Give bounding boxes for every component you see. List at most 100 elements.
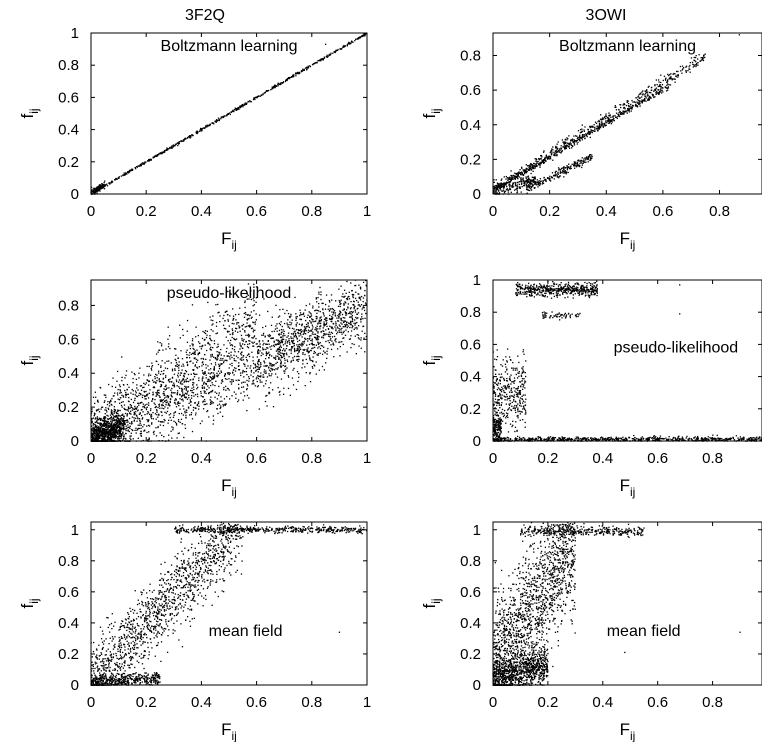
data-point — [276, 330, 278, 332]
data-point — [158, 413, 160, 416]
data-point — [605, 121, 607, 123]
data-point — [235, 360, 237, 362]
data-point — [149, 374, 152, 376]
data-point — [130, 413, 132, 415]
data-point — [176, 403, 179, 405]
data-point — [94, 193, 96, 195]
data-point — [244, 343, 246, 346]
data-point — [652, 95, 654, 97]
data-point — [215, 304, 217, 306]
data-point — [597, 127, 600, 129]
data-point — [223, 115, 225, 117]
data-point — [623, 110, 625, 112]
data-point — [650, 97, 652, 99]
data-point — [120, 428, 123, 430]
data-point — [198, 352, 200, 355]
data-point — [225, 359, 228, 362]
data-point — [106, 403, 109, 406]
data-point — [95, 435, 98, 438]
data-point — [140, 385, 143, 387]
data-point — [189, 347, 192, 350]
data-point — [349, 42, 352, 45]
data-point — [255, 297, 258, 299]
data-point — [228, 325, 230, 327]
data-point — [101, 430, 103, 432]
data-point — [659, 85, 661, 87]
data-point — [97, 427, 99, 430]
data-point — [508, 176, 511, 178]
data-point — [212, 423, 214, 425]
data-point — [655, 87, 658, 89]
data-point — [220, 382, 223, 384]
data-point — [112, 377, 114, 379]
data-point — [301, 345, 303, 347]
data-point — [559, 149, 561, 151]
data-point — [531, 185, 533, 187]
data-point — [528, 181, 530, 183]
data-point — [96, 409, 98, 411]
data-point — [342, 325, 344, 328]
data-point — [107, 428, 109, 430]
data-point — [535, 158, 538, 161]
data-point — [664, 78, 667, 80]
data-point — [220, 363, 222, 365]
data-point — [138, 404, 140, 406]
data-point — [136, 406, 139, 408]
data-point — [185, 396, 188, 398]
data-point — [106, 428, 109, 430]
data-point — [211, 401, 213, 403]
data-point — [527, 184, 530, 186]
data-point — [157, 154, 159, 156]
data-point — [610, 120, 612, 122]
data-point — [641, 99, 643, 101]
data-point — [322, 330, 324, 332]
data-point — [121, 434, 123, 436]
data-point — [186, 341, 189, 344]
data-point — [175, 423, 178, 425]
data-point — [347, 307, 349, 309]
data-point — [695, 54, 697, 57]
data-point — [117, 412, 119, 415]
data-point — [216, 346, 218, 349]
data-point — [577, 159, 579, 162]
data-point — [682, 67, 685, 69]
data-point — [669, 77, 671, 79]
data-point — [247, 325, 249, 327]
data-point — [674, 81, 676, 83]
data-point — [108, 402, 111, 404]
data-point — [148, 158, 150, 161]
data-point — [542, 180, 544, 183]
data-point — [97, 409, 99, 411]
data-point — [203, 339, 205, 341]
data-point — [533, 176, 535, 179]
data-point — [606, 120, 609, 122]
data-point — [552, 159, 554, 161]
data-point — [506, 185, 508, 188]
data-point — [317, 338, 320, 340]
data-point — [111, 436, 113, 438]
data-point — [268, 375, 271, 377]
data-point — [246, 102, 248, 104]
data-point — [165, 401, 167, 403]
data-point — [248, 353, 250, 355]
data-point — [186, 319, 189, 322]
data-point — [621, 113, 623, 115]
data-point — [156, 411, 158, 413]
data-point — [209, 348, 211, 350]
data-point — [99, 387, 102, 389]
data-point — [177, 143, 180, 145]
data-point — [667, 74, 670, 77]
data-point — [206, 388, 208, 391]
data-point — [252, 337, 254, 339]
data-point — [542, 181, 544, 184]
data-point — [296, 315, 298, 318]
data-point — [602, 125, 605, 127]
data-point — [583, 129, 585, 131]
data-point — [623, 103, 625, 105]
data-point — [108, 426, 110, 429]
data-point — [328, 53, 330, 56]
data-point — [589, 136, 591, 139]
data-point — [93, 427, 96, 429]
data-point — [569, 166, 571, 168]
data-point — [202, 408, 205, 410]
